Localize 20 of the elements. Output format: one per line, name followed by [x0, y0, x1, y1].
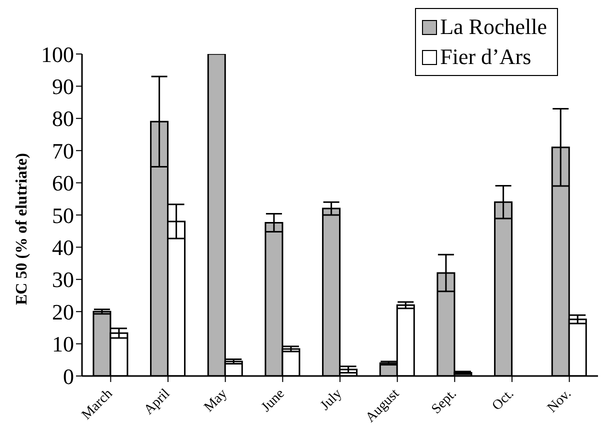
y-tick-label: 0	[63, 364, 74, 389]
x-tick-label: May	[202, 386, 230, 416]
legend-label: Fier d’Ars	[440, 43, 532, 71]
y-tick-label: 50	[52, 202, 74, 228]
x-tick-label: June	[259, 386, 288, 416]
y-tick-label: 20	[52, 299, 74, 324]
y-tick-label: 80	[52, 106, 74, 132]
y-tick-label: 100	[41, 42, 74, 67]
x-tick-label: Oct.	[490, 386, 518, 414]
y-tick-label: 70	[52, 138, 74, 164]
y-tick-label: 30	[52, 267, 74, 292]
legend-label: La Rochelle	[440, 13, 547, 41]
y-tick-label: 60	[52, 170, 74, 196]
x-tick-label: Nov.	[544, 386, 574, 416]
y-tick-label: 10	[52, 332, 74, 357]
x-tick-label: Sept.	[429, 386, 460, 418]
y-tick-label: 90	[52, 74, 74, 100]
y-axis-title: EC 50 (% of elutriate)	[14, 153, 31, 305]
y-tick-label: 40	[52, 235, 74, 260]
x-tick-label: July	[318, 386, 346, 414]
